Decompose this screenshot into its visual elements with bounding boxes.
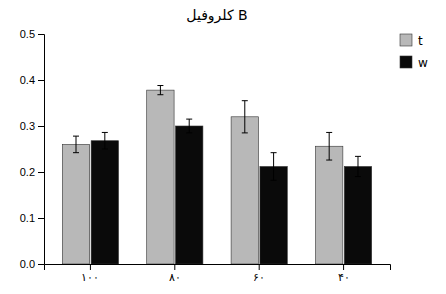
tick: 0.2	[20, 166, 44, 178]
tick-mark	[38, 218, 44, 219]
tick-mark	[174, 264, 175, 270]
title: کلروفیل B	[186, 7, 247, 24]
error-bar	[271, 153, 277, 181]
axis-line	[45, 265, 391, 271]
series	[91, 119, 372, 264]
chart: ۱۰۰ ۸۰ ۶۰ ۴۰ 0.0 0.1 0.2 0.3 0.4 0.5 کلروفیل B tw	[0, 0, 446, 294]
error-bar	[355, 156, 361, 176]
bar	[176, 126, 203, 264]
tick: 0.5	[20, 28, 44, 40]
bar	[260, 166, 287, 264]
tick-label: ۱۰۰	[81, 271, 99, 283]
legend-label: t	[418, 34, 423, 48]
error-bar	[326, 132, 332, 160]
tick: ۶۰	[253, 264, 265, 283]
error-bar	[102, 132, 108, 149]
tick-label: 0.1	[20, 212, 35, 224]
tick: ۸۰	[169, 264, 181, 283]
tick: ۴۰	[338, 264, 350, 283]
legend: tw	[400, 34, 428, 70]
bar	[231, 117, 258, 264]
tick-label: ۸۰	[169, 271, 181, 283]
bar	[315, 146, 342, 264]
tick-label: 0.3	[20, 120, 35, 132]
error-bar	[186, 119, 192, 133]
tick-label: ۴۰	[338, 271, 350, 283]
bar	[344, 166, 371, 264]
y-axis: 0.0 0.1 0.2 0.3 0.4 0.5	[20, 28, 45, 270]
tick-mark	[90, 264, 91, 270]
bar	[91, 141, 118, 264]
tick-label: 0.0	[20, 258, 35, 270]
tick-mark	[38, 34, 44, 35]
tick: 0.0	[20, 258, 44, 270]
x-axis: ۱۰۰ ۸۰ ۶۰ ۴۰	[45, 264, 391, 283]
tick-mark	[38, 80, 44, 81]
legend-label: w	[418, 56, 428, 70]
error-bars	[102, 119, 361, 180]
tick: 0.4	[20, 74, 44, 86]
tick-label: 0.5	[20, 28, 35, 40]
bar	[147, 90, 174, 264]
marks	[62, 86, 371, 264]
legend-swatch	[400, 56, 412, 68]
legend-item: w	[400, 56, 428, 70]
tick-label: 0.4	[20, 74, 35, 86]
legend-swatch	[400, 34, 412, 46]
tick-label: ۶۰	[253, 271, 265, 283]
series	[62, 86, 343, 264]
tick-mark	[38, 264, 44, 265]
tick-mark	[343, 264, 344, 270]
tick: 0.3	[20, 120, 44, 132]
plot: ۱۰۰ ۸۰ ۶۰ ۴۰ 0.0 0.1 0.2 0.3 0.4 0.5	[20, 28, 391, 283]
error-bar	[73, 136, 79, 153]
bar	[62, 144, 89, 264]
tick-mark	[38, 172, 44, 173]
tick: ۱۰۰	[81, 264, 99, 283]
tick-mark	[259, 264, 260, 270]
legend-item: t	[400, 34, 423, 48]
error-bar	[157, 86, 163, 95]
tick-mark	[38, 126, 44, 127]
error-bar	[242, 101, 248, 133]
tick-label: 0.2	[20, 166, 35, 178]
axis-line	[38, 35, 45, 265]
tick: 0.1	[20, 212, 44, 224]
